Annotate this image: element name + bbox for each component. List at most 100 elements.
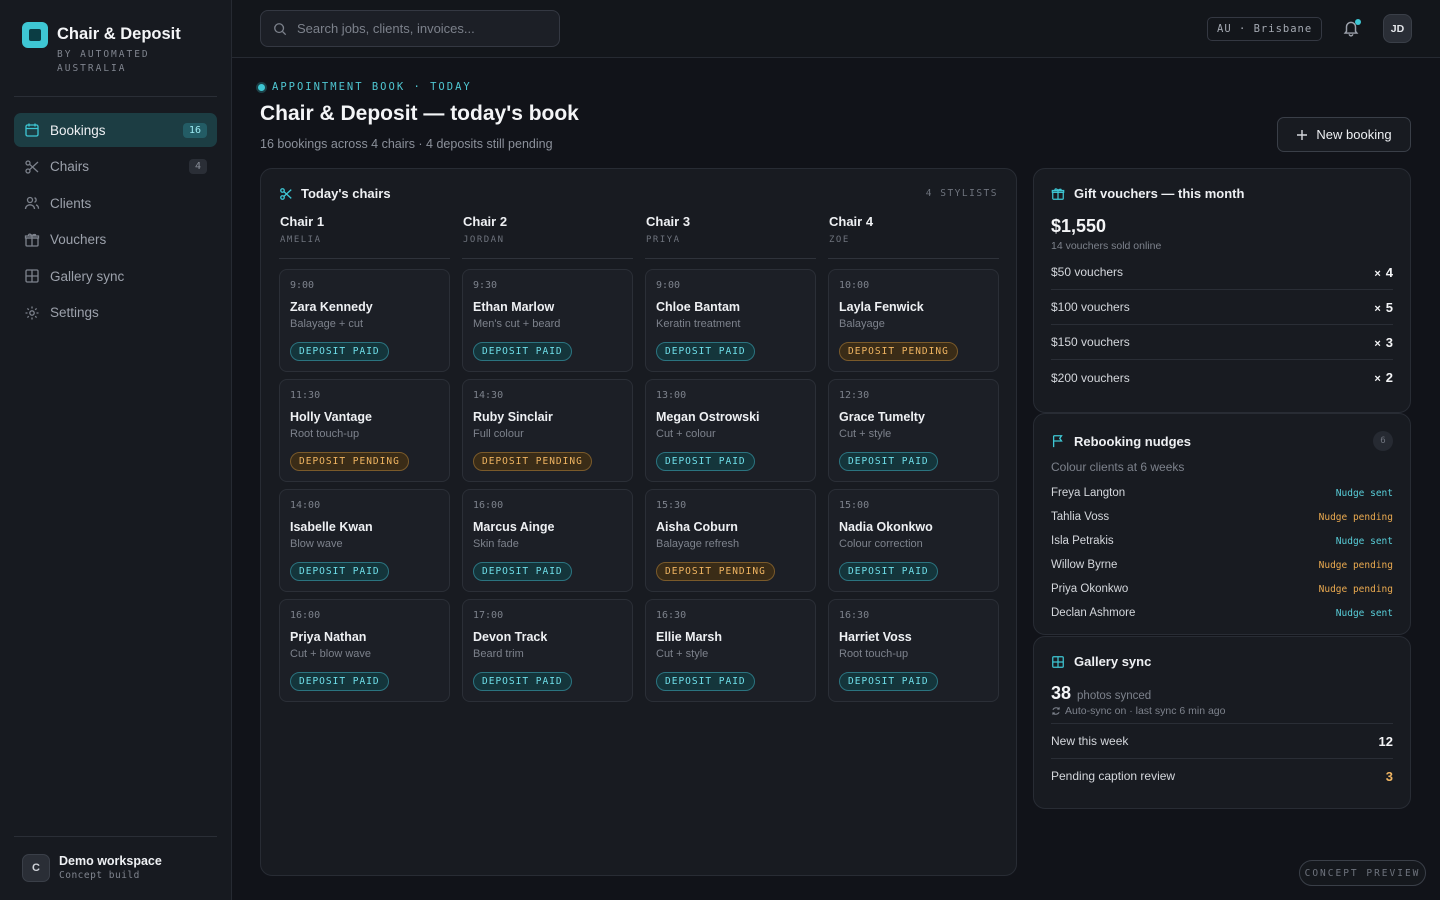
deposit-status-badge: DEPOSIT PENDING	[290, 452, 409, 471]
nudge-status: Nudge pending	[1318, 583, 1393, 595]
booking-service: Full colour	[473, 428, 524, 440]
booking-card[interactable]: 16:00 Priya Nathan Cut + blow wave DEPOS…	[279, 599, 450, 702]
nudge-row[interactable]: Isla Petrakis Nudge sent	[1051, 529, 1393, 553]
gift-icon	[24, 232, 40, 247]
chair-column-header: Chair 3 PRIYA	[645, 213, 816, 259]
booking-client: Megan Ostrowski	[656, 410, 760, 424]
booking-card[interactable]: 15:30 Aisha Coburn Balayage refresh DEPO…	[645, 489, 816, 592]
booking-card[interactable]: 9:00 Chloe Bantam Keratin treatment DEPO…	[645, 269, 816, 372]
voucher-count: 4	[1385, 264, 1393, 280]
deposit-status-badge: DEPOSIT PAID	[473, 562, 572, 581]
booking-client: Aisha Coburn	[656, 520, 738, 534]
booking-card[interactable]: 16:00 Marcus Ainge Skin fade DEPOSIT PAI…	[462, 489, 633, 592]
sidebar-item-label: Settings	[50, 305, 99, 320]
search-input[interactable]	[297, 21, 547, 36]
flag-icon	[1052, 435, 1063, 448]
calendar-icon	[25, 123, 39, 137]
locale-selector[interactable]: AU · Brisbane	[1207, 17, 1323, 41]
live-dot-icon	[258, 83, 265, 91]
nudge-client: Willow Byrne	[1051, 559, 1118, 571]
voucher-row: $200 vouchers × 2	[1051, 370, 1393, 385]
chair-name: Chair 2	[463, 214, 508, 229]
eyebrow-label: APPOINTMENT BOOK · TODAY	[272, 81, 472, 93]
sidebar-item-gallery-sync[interactable]: Gallery sync	[14, 259, 217, 293]
chairs-count-badge: 4	[188, 159, 207, 174]
panel-title: Gallery sync	[1074, 654, 1152, 669]
booking-time: 11:30	[290, 390, 321, 401]
booking-time: 15:30	[656, 500, 687, 511]
voucher-label: $200 vouchers	[1051, 370, 1130, 385]
gallery-stat-value: 3	[1385, 768, 1393, 784]
gallery-stat-label: New this week	[1051, 734, 1129, 748]
booking-time: 14:30	[473, 390, 504, 401]
nudge-status: Nudge pending	[1318, 559, 1393, 571]
chair-stylist: PRIYA	[646, 235, 681, 245]
workspace-switcher[interactable]: C Demo workspace Concept build	[14, 836, 217, 883]
sidebar-item-chairs[interactable]: Chairs 4	[14, 150, 217, 184]
booking-card[interactable]: 16:30 Ellie Marsh Cut + style DEPOSIT PA…	[645, 599, 816, 702]
nudge-row[interactable]: Willow Byrne Nudge pending	[1051, 553, 1393, 577]
deposit-status-badge: DEPOSIT PENDING	[839, 342, 958, 361]
nudge-row[interactable]: Freya Langton Nudge sent	[1051, 481, 1393, 505]
booking-client: Isabelle Kwan	[290, 520, 373, 534]
booking-card[interactable]: 14:30 Ruby Sinclair Full colour DEPOSIT …	[462, 379, 633, 482]
new-booking-button[interactable]: New booking	[1277, 117, 1411, 152]
booking-service: Root touch-up	[290, 428, 360, 440]
gallery-sync-panel: Gallery sync 38 photos synced Auto-sync …	[1033, 636, 1411, 809]
sidebar-item-vouchers[interactable]: Vouchers	[14, 223, 217, 257]
deposit-status-badge: DEPOSIT PAID	[473, 342, 572, 361]
nudges-count-badge: 6	[1373, 431, 1393, 451]
booking-service: Blow wave	[290, 538, 343, 550]
user-avatar[interactable]: JD	[1383, 14, 1412, 43]
scissors-icon	[25, 159, 39, 174]
sidebar-item-clients[interactable]: Clients	[14, 186, 217, 220]
sidebar-item-bookings[interactable]: Bookings 16	[14, 113, 217, 147]
booking-service: Balayage refresh	[656, 538, 740, 550]
deposit-status-badge: DEPOSIT PAID	[656, 672, 755, 691]
todays-chairs-panel: Today's chairs 4 STYLISTS Chair 1 AMELIA…	[260, 168, 1017, 876]
voucher-label: $50 vouchers	[1051, 265, 1124, 279]
plus-icon	[1297, 129, 1308, 140]
deposit-status-badge: DEPOSIT PAID	[290, 672, 389, 691]
booking-card[interactable]: 17:00 Devon Track Beard trim DEPOSIT PAI…	[462, 599, 633, 702]
booking-card[interactable]: 9:30 Ethan Marlow Men's cut + beard DEPO…	[462, 269, 633, 372]
notifications-button[interactable]	[1342, 19, 1362, 39]
booking-client: Marcus Ainge	[473, 520, 555, 534]
nudge-row[interactable]: Priya Okonkwo Nudge pending	[1051, 577, 1393, 601]
booking-card[interactable]: 16:30 Harriet Voss Root touch-up DEPOSIT…	[828, 599, 999, 702]
chair-column-header: Chair 1 AMELIA	[279, 213, 450, 259]
booking-service: Colour correction	[839, 538, 923, 550]
nudge-status: Nudge sent	[1335, 607, 1393, 619]
booking-client: Zara Kennedy	[290, 300, 373, 314]
booking-card[interactable]: 12:30 Grace Tumelty Cut + style DEPOSIT …	[828, 379, 999, 482]
nudge-row[interactable]: Tahlia Voss Nudge pending	[1051, 505, 1393, 529]
booking-card[interactable]: 10:00 Layla Fenwick Balayage DEPOSIT PEN…	[828, 269, 999, 372]
booking-time: 9:00	[656, 280, 681, 291]
booking-card[interactable]: 15:00 Nadia Okonkwo Colour correction DE…	[828, 489, 999, 592]
booking-service: Cut + style	[839, 428, 892, 440]
booking-card[interactable]: 14:00 Isabelle Kwan Blow wave DEPOSIT PA…	[279, 489, 450, 592]
voucher-count: 5	[1385, 299, 1393, 315]
users-icon	[24, 196, 40, 210]
booking-client: Chloe Bantam	[656, 300, 741, 314]
brand-logo-icon	[22, 22, 48, 48]
deposit-status-badge: DEPOSIT PAID	[290, 562, 389, 581]
brand-subtitle: BY AUTOMATED AUSTRALIA	[57, 49, 150, 74]
panel-title: Today's chairs	[301, 186, 391, 201]
sidebar-item-settings[interactable]: Settings	[14, 296, 217, 330]
brand[interactable]: Chair & Deposit BY AUTOMATED AUSTRALIA	[22, 22, 181, 76]
booking-card[interactable]: 11:30 Holly Vantage Root touch-up DEPOSI…	[279, 379, 450, 482]
booking-time: 9:00	[290, 280, 315, 291]
nudge-row[interactable]: Declan Ashmore Nudge sent	[1051, 601, 1393, 625]
voucher-row: $100 vouchers × 5	[1051, 290, 1393, 325]
page-eyebrow: APPOINTMENT BOOK · TODAY	[258, 81, 472, 93]
booking-client: Grace Tumelty	[839, 410, 925, 424]
rebooking-nudges-panel: Rebooking nudges 6 Colour clients at 6 w…	[1033, 413, 1411, 635]
search-box[interactable]	[260, 10, 560, 47]
sidebar-item-label: Vouchers	[50, 232, 107, 247]
booking-card[interactable]: 13:00 Megan Ostrowski Cut + colour DEPOS…	[645, 379, 816, 482]
booking-client: Nadia Okonkwo	[839, 520, 933, 534]
booking-card[interactable]: 9:00 Zara Kennedy Balayage + cut DEPOSIT…	[279, 269, 450, 372]
booking-client: Ethan Marlow	[473, 300, 555, 314]
nudge-client: Isla Petrakis	[1051, 535, 1114, 547]
